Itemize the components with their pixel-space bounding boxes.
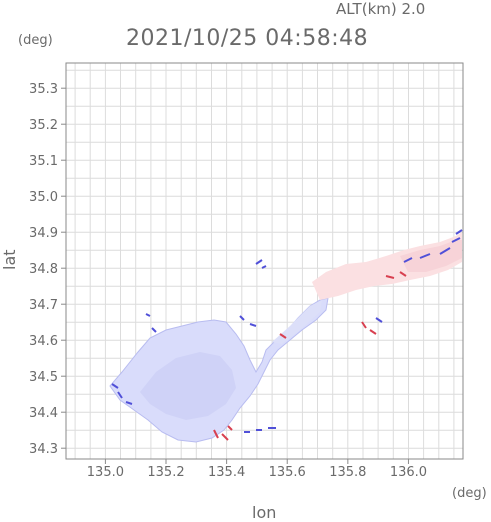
x-tick-label: 135.4 (208, 465, 245, 480)
x-tick-label: 135.8 (329, 465, 366, 480)
y-tick-label: 34.8 (29, 262, 58, 277)
y-tick-label: 34.9 (29, 226, 58, 241)
x-tick-labels: 135.0 135.2 135.4 135.6 135.8 136.0 (87, 459, 427, 480)
y-tick-label: 35.2 (29, 118, 58, 133)
echo-recede-band (312, 232, 462, 300)
y-tick-label: 35.1 (29, 154, 58, 169)
echo-approach-strip (272, 300, 322, 344)
echo-recede-core (400, 240, 462, 272)
altitude-label: ALT(km) 2.0 (336, 0, 426, 18)
y-tick-label: 34.6 (29, 334, 58, 349)
echo-regions (109, 229, 463, 443)
y-tick-label: 34.7 (29, 298, 58, 313)
echo-edge-cells (111, 229, 463, 441)
x-tick-label: 136.0 (390, 465, 427, 480)
plot-frame (65, 62, 464, 460)
timestamp-title: 2021/10/25 04:58:48 (126, 26, 369, 51)
y-tick-label: 35.0 (29, 190, 58, 205)
y-tick-labels: 34.3 34.4 34.5 34.6 34.7 34.8 34.9 35.0 35.1 35.2… (29, 82, 66, 457)
y-tick-label: 35.3 (29, 82, 58, 97)
y-tick-label: 34.4 (29, 406, 58, 421)
y-tick-label: 34.5 (29, 370, 58, 385)
x-unit-label: (deg) (452, 486, 487, 501)
x-tick-label: 135.0 (87, 465, 124, 480)
y-tick-label: 34.3 (29, 442, 58, 457)
echo-approach-inner (140, 352, 236, 420)
x-tick-label: 135.6 (269, 465, 306, 480)
x-axis-label: lon (252, 503, 277, 522)
y-unit-label: (deg) (18, 33, 53, 48)
x-tick-label: 135.2 (147, 465, 184, 480)
